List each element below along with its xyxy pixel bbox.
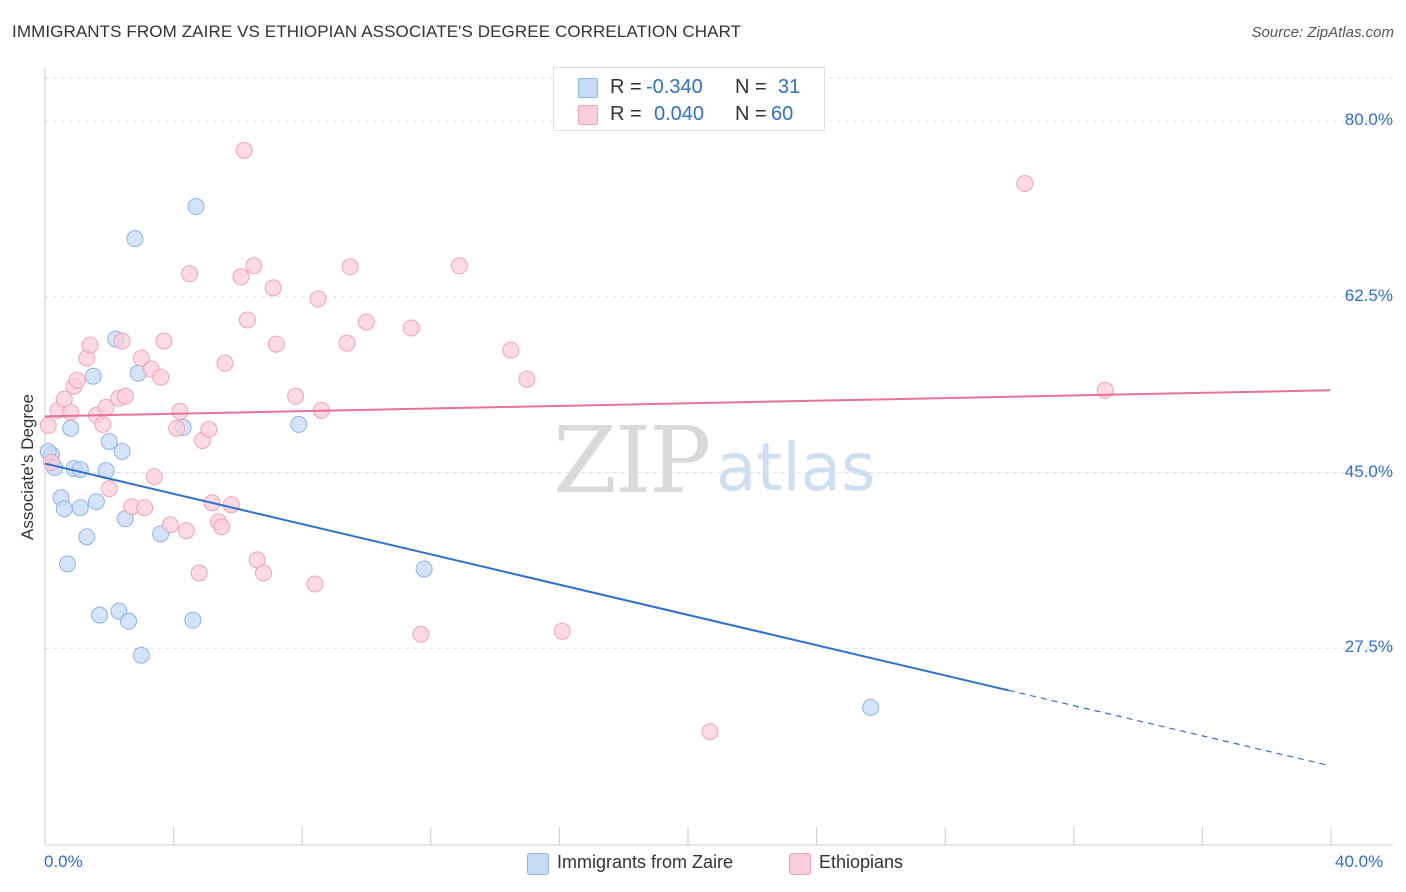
ethiopian-point [412, 625, 430, 643]
zaire-point [113, 442, 131, 460]
ethiopian-point [232, 268, 250, 286]
ethiopian-point [701, 723, 719, 741]
ethiopian-point [113, 332, 131, 350]
trend-lines [44, 389, 1331, 767]
zaire-point [84, 367, 102, 385]
bottom-legend-swatch-zaire [527, 853, 549, 875]
legend-n-value: 31 [778, 76, 801, 98]
zaire-trend-line [44, 462, 1009, 692]
y-tick-label: 27.5% [1344, 637, 1393, 657]
zaire-point [132, 646, 150, 664]
ethiopian-points [39, 141, 1114, 741]
legend-r-label: R = [610, 76, 642, 98]
bottom-legend-label-zaire: Immigrants from Zaire [557, 852, 734, 872]
ethiopian-point [502, 341, 520, 359]
ethiopian-point [222, 496, 240, 514]
zaire-point [71, 499, 89, 517]
ethiopian-point [306, 575, 324, 593]
ethiopian-point [145, 468, 163, 486]
ethiopian-point [155, 332, 173, 350]
ethiopian-point [235, 141, 253, 159]
zaire-point [120, 612, 138, 630]
ethiopian-point [136, 499, 154, 517]
ethiopian-point [116, 387, 134, 405]
legend-swatch-zaire [578, 78, 598, 98]
ethiopian-point [309, 290, 327, 308]
ethiopian-point [181, 265, 199, 283]
ethiopian-point [42, 454, 60, 472]
zaire-point [862, 698, 880, 716]
ethiopian-trend-line [44, 389, 1331, 418]
ethiopian-point [94, 415, 112, 433]
ethiopian-point [161, 516, 179, 534]
zaire-point [91, 606, 109, 624]
gridlines [45, 77, 1393, 649]
zaire-point [58, 555, 76, 573]
ethiopian-point [177, 522, 195, 540]
ethiopian-point [190, 564, 208, 582]
ethiopian-point [287, 387, 305, 405]
ethiopian-point [245, 257, 263, 275]
chart-title: IMMIGRANTS FROM ZAIRE VS ETHIOPIAN ASSOC… [12, 22, 742, 41]
ethiopian-point [100, 480, 118, 498]
watermark-atlas: atlas [716, 429, 876, 506]
ethiopian-point [62, 403, 80, 421]
ethiopian-point [553, 622, 571, 640]
legend-r-value: 0.040 [654, 103, 705, 125]
legend-r-value: -0.340 [646, 76, 703, 98]
y-axis-label: Associate's Degree [18, 394, 37, 540]
zaire-point [187, 198, 205, 216]
y-tick-label: 45.0% [1344, 461, 1393, 481]
ethiopian-point [357, 313, 375, 331]
legend-r-label: R = [610, 103, 642, 125]
y-tick-label: 80.0% [1344, 110, 1393, 130]
y-tick-label: 62.5% [1344, 285, 1393, 305]
ethiopian-point [338, 334, 356, 352]
x-tick-label-max: 40.0% [1335, 852, 1384, 871]
ethiopian-point [450, 257, 468, 275]
legend-n-value: 60 [771, 103, 794, 125]
ethiopian-point [267, 335, 285, 353]
bottom-legend-swatch-ethiopians [789, 853, 811, 875]
ethiopian-point [68, 371, 86, 389]
zaire-point [87, 493, 105, 511]
correlation-legend: R = -0.340 N = 31 R = 0.040 N = 60 [553, 67, 825, 131]
ethiopian-point [81, 336, 99, 354]
zaire-trend-line-extension [1008, 689, 1331, 767]
zaire-point [78, 528, 96, 546]
zaire-point [62, 419, 80, 437]
ethiopian-point [1016, 174, 1034, 192]
ethiopian-point [171, 402, 189, 420]
zaire-point [184, 611, 202, 629]
ethiopian-point [132, 349, 150, 367]
ethiopian-point [200, 420, 218, 438]
legend-n-label: N = [735, 103, 767, 125]
zaire-point [55, 500, 73, 518]
ethiopian-point [39, 416, 57, 434]
zaire-point [100, 432, 118, 450]
ethiopian-point [518, 370, 536, 388]
legend-n-label: N = [735, 76, 767, 98]
ethiopian-point [213, 518, 231, 536]
ethiopian-point [168, 419, 186, 437]
zaire-point [415, 560, 433, 578]
watermark-zip: ZIP [553, 407, 709, 514]
x-tick-label-min: 0.0% [44, 852, 83, 871]
source-label: Source: ZipAtlas.com [1251, 24, 1394, 41]
ethiopian-point [152, 368, 170, 386]
zaire-point [126, 230, 144, 248]
zaire-point [290, 415, 308, 433]
legend-swatch-ethiopians [578, 105, 598, 125]
ethiopian-point [264, 279, 282, 297]
ethiopian-point [216, 354, 234, 372]
ethiopian-point [402, 319, 420, 337]
bottom-legend-label-ethiopians: Ethiopians [819, 852, 904, 872]
ethiopian-point [254, 564, 272, 582]
ethiopian-point [238, 311, 256, 329]
ethiopian-point [341, 258, 359, 276]
